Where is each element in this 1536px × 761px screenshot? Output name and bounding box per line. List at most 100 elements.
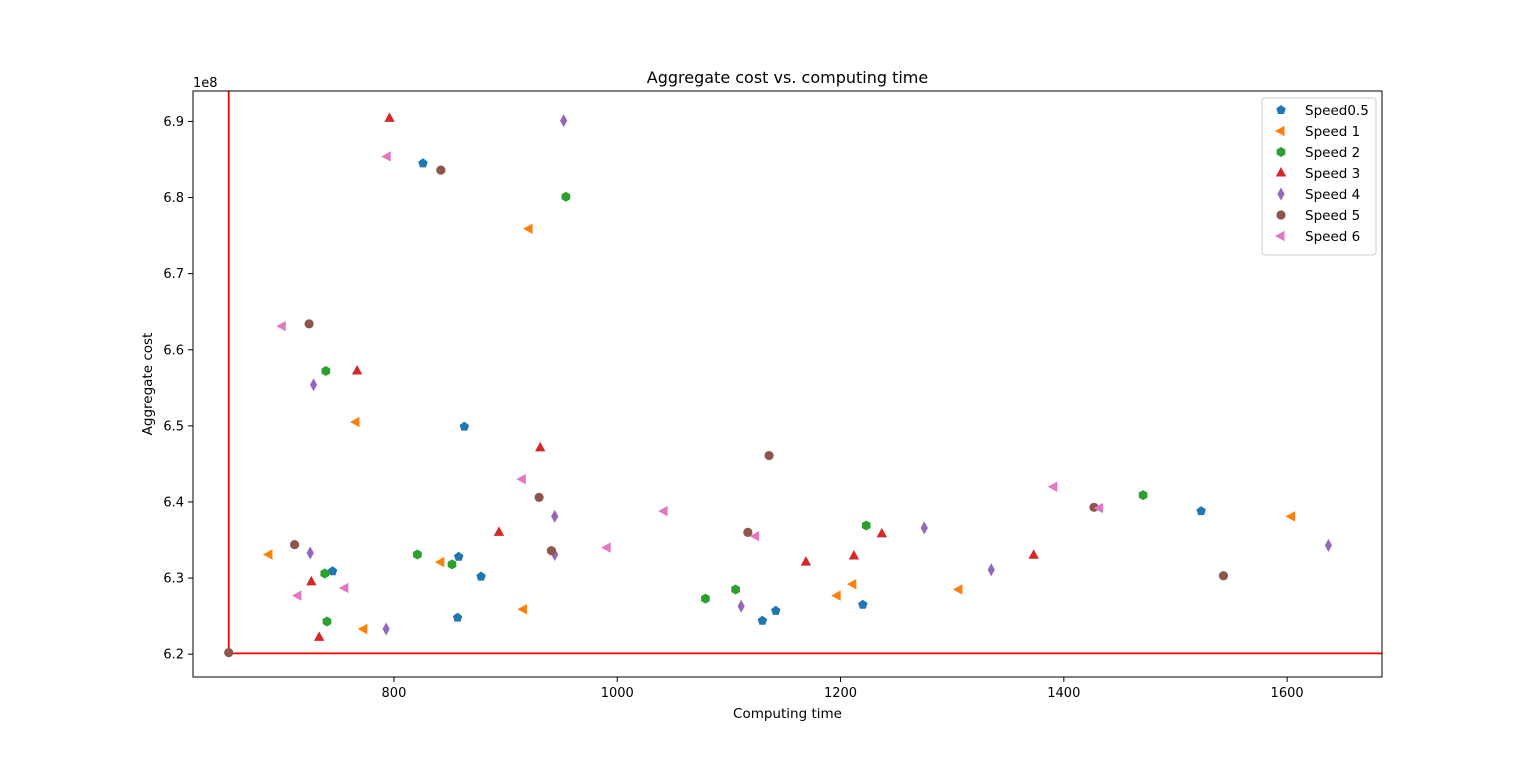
x-tick-label: 1400 [1047, 686, 1080, 701]
legend-label: Speed 6 [1305, 229, 1360, 245]
data-point [381, 151, 391, 162]
data-point [382, 622, 390, 636]
plot-area [224, 91, 1382, 658]
plot-frame [192, 90, 1383, 678]
legend-label: Speed 4 [1305, 187, 1360, 203]
legend-marker [1275, 167, 1287, 177]
y-tick-label: 6.7 [163, 267, 184, 282]
y-tick-label: 6.2 [163, 648, 184, 663]
data-point [601, 542, 611, 553]
chart-title: Aggregate cost vs. computing time [647, 68, 928, 87]
data-point [436, 165, 446, 175]
data-point [459, 421, 470, 431]
series-4 [306, 112, 1039, 641]
data-point [534, 492, 544, 502]
data-point [224, 648, 234, 658]
data-point [351, 365, 363, 375]
data-point [327, 566, 338, 576]
legend: Speed0.5 Speed 1 Speed 2 Speed 3 Speed 4 Spee… [1261, 97, 1377, 256]
legend-item: Speed0.5 [1276, 103, 1369, 119]
data-point [476, 571, 486, 581]
data-point [1028, 549, 1039, 559]
data-point [452, 612, 463, 622]
data-point [262, 549, 273, 560]
x-tick-label: 800 [382, 686, 407, 701]
data-point [418, 158, 428, 168]
data-point [1324, 538, 1333, 552]
x-tick-label: 1600 [1271, 686, 1304, 701]
data-point [306, 575, 317, 586]
data-point [701, 593, 710, 604]
data-point [289, 539, 300, 550]
data-point [1196, 506, 1206, 516]
x-tick-label: 1200 [824, 686, 857, 701]
data-point [517, 604, 527, 615]
data-point [1285, 511, 1296, 522]
y-tick-label: 6.5 [163, 419, 184, 434]
data-point [453, 551, 464, 561]
data-point [306, 546, 314, 560]
data-point [757, 615, 768, 625]
legend-label: Speed 3 [1305, 166, 1360, 182]
data-point [920, 521, 928, 535]
data-point [357, 623, 368, 635]
data-point [321, 366, 331, 377]
data-point [560, 114, 568, 128]
data-point [800, 556, 812, 566]
data-point [384, 112, 395, 122]
y-tick-label: 6.8 [163, 191, 184, 206]
legend-marker [1276, 147, 1286, 157]
data-point [535, 441, 546, 452]
data-point [551, 509, 559, 523]
data-point [846, 578, 857, 590]
data-point [764, 450, 774, 461]
x-tick-label: 1000 [601, 686, 634, 701]
legend-marker [1276, 105, 1286, 115]
data-point [447, 559, 457, 570]
legend-label: Speed 1 [1305, 124, 1360, 140]
legend-marker [1277, 187, 1285, 201]
data-point [1138, 490, 1148, 501]
legend-label: Speed 5 [1305, 208, 1360, 224]
series-7 [276, 151, 1104, 601]
legend-label: Speed 2 [1305, 145, 1360, 161]
data-point [731, 584, 740, 595]
data-point [313, 631, 325, 641]
data-point [322, 616, 332, 627]
legend-marker [1275, 230, 1285, 242]
data-point [858, 599, 868, 609]
y-tick-label: 6.4 [163, 495, 184, 510]
x-axis: 800 1000 1200 1400 1600 [382, 677, 1304, 701]
y-axis-offset-label: 1e8 [193, 76, 218, 91]
data-point [291, 590, 302, 601]
series-5 [306, 114, 1333, 636]
data-point [338, 582, 349, 594]
data-point [737, 599, 745, 613]
data-point [749, 531, 760, 542]
y-axis-label: Aggregate cost [140, 333, 156, 436]
data-point [413, 549, 422, 560]
data-point [987, 563, 995, 577]
y-axis: 6.2 6.3 6.4 6.5 6.6 6.7 6.8 6.9 [163, 115, 193, 663]
data-point [349, 416, 360, 428]
legend-item: Speed 2 [1276, 145, 1360, 161]
data-point [1047, 481, 1058, 492]
legend-label: Speed0.5 [1305, 103, 1369, 119]
legend-marker [1275, 125, 1285, 137]
data-point [848, 549, 860, 560]
x-axis-label: Computing time [733, 706, 842, 722]
legend-item: Speed 3 [1275, 166, 1360, 182]
data-point [276, 320, 286, 332]
y-tick-label: 6.3 [163, 572, 184, 587]
data-point [516, 473, 526, 485]
data-point [861, 520, 871, 531]
data-point [320, 568, 330, 579]
data-point [434, 556, 445, 568]
data-point [546, 546, 556, 556]
y-tick-label: 6.6 [163, 343, 184, 358]
data-point [952, 584, 963, 595]
data-point [1093, 502, 1104, 514]
data-point [561, 191, 571, 202]
legend-item: Speed 5 [1276, 208, 1360, 224]
